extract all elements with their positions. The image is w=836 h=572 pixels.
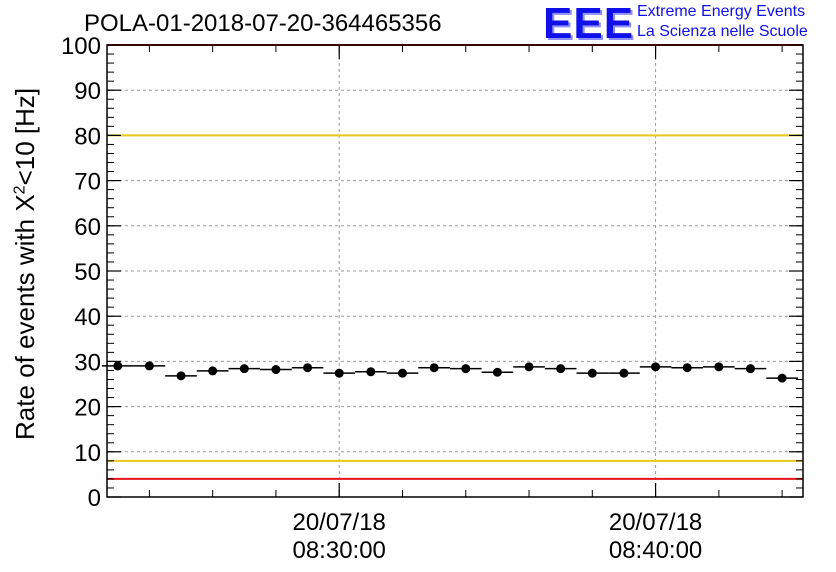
data-point [651,362,661,372]
y-tick-label: 30 [74,349,101,376]
data-point [619,368,629,378]
x-tick-label-date: 20/07/18 [609,509,702,536]
y-tick-labels: 0 10 20 30 40 50 60 70 80 90 100 [61,33,101,512]
data-point [461,364,471,374]
logo-text-line-1: Extreme Energy Events [637,3,806,20]
y-tick-label: 70 [74,169,101,196]
y-tick-label: 100 [61,33,101,60]
y-tick-label: 50 [74,259,101,286]
data-point [587,368,597,378]
data-point [239,364,249,374]
y-tick-label: 20 [74,395,101,422]
data-series [101,361,798,383]
y-tick-label: 80 [74,123,101,150]
data-point [556,364,566,374]
data-point [777,373,787,383]
data-point [303,363,313,373]
chart-title: POLA-01-2018-07-20-364465356 [84,10,442,37]
data-point [745,364,755,374]
y-tick-label: 60 [74,214,101,241]
y-tick-label: 40 [74,304,101,331]
reference-lines [107,44,803,480]
x-tick-label-date: 20/07/18 [292,509,385,536]
y-axis-title: Rate of events with X2<10 [Hz] [10,87,40,440]
x-tick-label-time: 08:30:00 [292,537,385,564]
data-point [176,371,186,381]
axis-ticks [107,44,803,498]
data-point [208,366,218,376]
data-point [492,367,502,377]
logo-text-line-2: La Scienza nelle Scuole [637,23,808,40]
y-tick-label: 10 [74,440,101,467]
data-point [366,367,376,377]
data-point [144,361,154,371]
y-tick-label: 90 [74,78,101,105]
data-point [397,368,407,378]
grid-lines [107,45,803,497]
eee-logo: EEE [543,0,635,48]
data-point [334,368,344,378]
data-point [429,363,439,373]
data-point [271,365,281,375]
data-point [113,361,123,371]
x-tick-label-time: 08:40:00 [609,537,702,564]
data-point [682,363,692,373]
y-tick-label: 0 [88,485,101,512]
data-point [714,362,724,372]
data-point [524,362,534,372]
